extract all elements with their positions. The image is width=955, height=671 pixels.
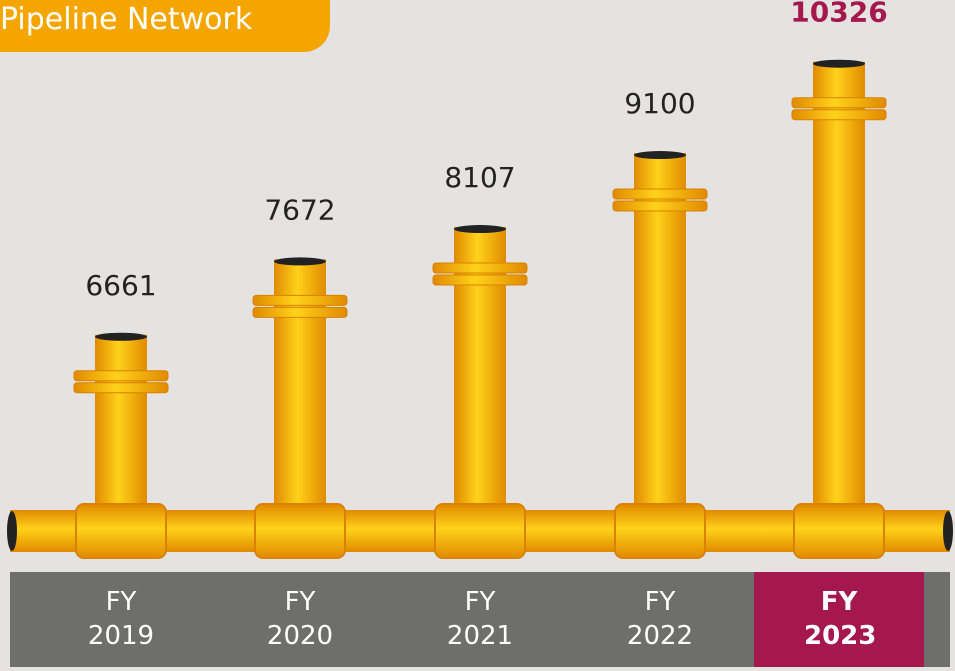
chart-title: Pipeline Network — [0, 0, 330, 52]
category-label: FY 2021 — [446, 587, 514, 651]
value-label: 10326 — [790, 0, 887, 29]
tee-joint — [254, 503, 346, 559]
value-label: 9100 — [624, 87, 695, 120]
bar — [813, 61, 865, 512]
category-label: FY 2020 — [266, 587, 334, 651]
value-label: 6661 — [85, 269, 156, 302]
pipe-opening — [274, 257, 326, 266]
flange — [791, 109, 887, 121]
flange — [252, 306, 348, 318]
flange — [791, 97, 887, 109]
pipe-opening — [454, 225, 506, 234]
flange — [73, 370, 169, 382]
bar — [95, 334, 147, 512]
tee-joint — [75, 503, 167, 559]
flange — [432, 274, 528, 286]
pipe-end — [943, 511, 953, 551]
tee-joint — [434, 503, 526, 559]
value-label: 8107 — [444, 161, 515, 194]
category-label: FY 2022 — [626, 587, 694, 651]
flange — [612, 200, 708, 212]
bar — [634, 153, 686, 513]
tee-joint — [614, 503, 706, 559]
flange — [612, 188, 708, 200]
category-label: FY 2019 — [87, 587, 155, 651]
pipe-end — [7, 511, 17, 551]
pipe-opening — [634, 151, 686, 160]
flange — [252, 294, 348, 306]
value-label: 7672 — [264, 193, 335, 226]
bar — [454, 227, 506, 512]
category-label: FY 2023 — [754, 572, 924, 667]
flange — [432, 262, 528, 274]
tee-joint — [793, 503, 885, 559]
pipe-opening — [95, 332, 147, 341]
pipe-opening — [813, 59, 865, 68]
flange — [73, 382, 169, 394]
